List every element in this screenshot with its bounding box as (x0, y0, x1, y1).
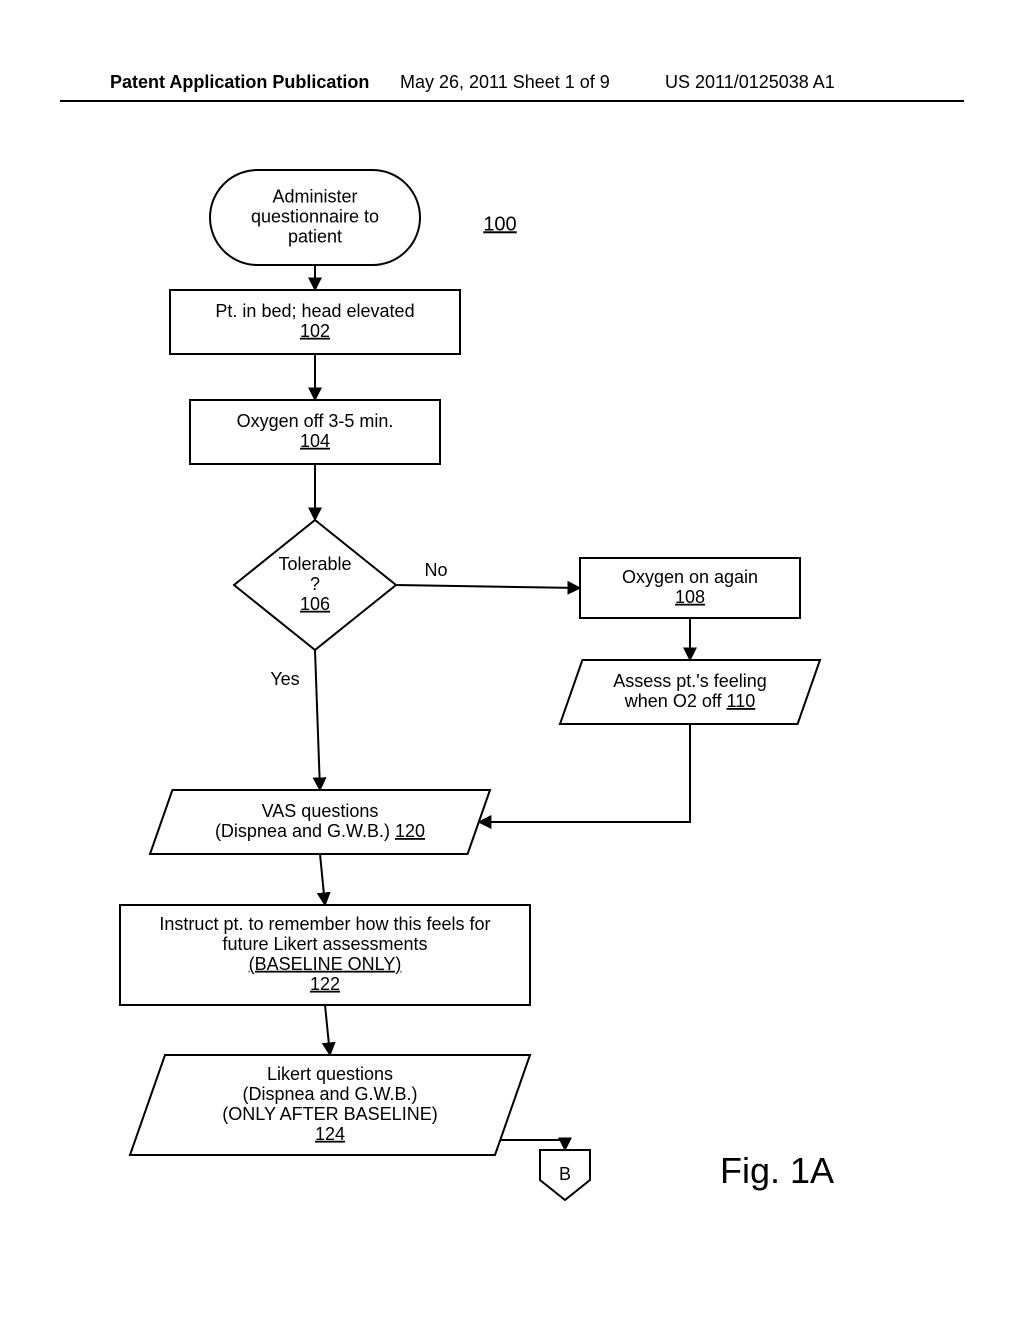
flowchart: Administerquestionnaire topatient Pt. in … (0, 0, 1024, 1320)
edge-n106-n108 (396, 585, 580, 588)
node-n122: Instruct pt. to remember how this feels … (120, 905, 530, 1005)
node-n124-ref: 124 (315, 1124, 345, 1144)
node-n108-ref: 108 (675, 587, 705, 607)
node-n102-ref: 102 (300, 321, 330, 341)
edge-n106-n120 (315, 650, 320, 790)
figure-ref-100: 100 (483, 213, 516, 235)
node-n104: Oxygen off 3-5 min.104 (190, 400, 440, 464)
node-n120: VAS questions(Dispnea and G.W.B.) 120 (150, 790, 490, 854)
node-n108-line0: Oxygen on again (622, 567, 758, 587)
node-start-line2: patient (288, 226, 342, 246)
node-n122-line0: Instruct pt. to remember how this feels … (159, 914, 490, 934)
node-n106-ref: 106 (300, 594, 330, 614)
node-n124-line0: Likert questions (267, 1064, 393, 1084)
edge-n120-n122 (320, 854, 325, 905)
edge-label-yes: Yes (270, 669, 299, 689)
figure-label: Fig. 1A (720, 1150, 834, 1192)
node-n110-line1: when O2 off 110 (624, 691, 755, 711)
node-start-line0: Administer (272, 186, 357, 206)
node-n120-line0: VAS questions (262, 801, 379, 821)
edge-n124-connB (500, 1140, 565, 1150)
node-n108: Oxygen on again108 (580, 558, 800, 618)
node-connB: B (540, 1150, 590, 1200)
node-n102: Pt. in bed; head elevated102 (170, 290, 460, 354)
node-n124-line1: (Dispnea and G.W.B.) (242, 1084, 417, 1104)
node-n110: Assess pt.'s feelingwhen O2 off 110 (560, 660, 820, 724)
node-n122-ref: 122 (310, 974, 340, 994)
edge-n110-n120 (479, 724, 690, 822)
node-n110-line0: Assess pt.'s feeling (613, 671, 767, 691)
node-connB-line0: B (559, 1164, 571, 1184)
node-n102-line0: Pt. in bed; head elevated (215, 301, 414, 321)
page: Patent Application Publication May 26, 2… (0, 0, 1024, 1320)
node-n104-ref: 104 (300, 431, 330, 451)
node-n124-line2: (ONLY AFTER BASELINE) (222, 1104, 437, 1124)
edge-label-no: No (424, 560, 447, 580)
node-start: Administerquestionnaire topatient (210, 170, 420, 265)
node-n120-line1: (Dispnea and G.W.B.) 120 (215, 821, 425, 841)
node-n106-line1: ? (310, 574, 320, 594)
node-n124: Likert questions(Dispnea and G.W.B.)(ONL… (130, 1055, 530, 1155)
node-start-line1: questionnaire to (251, 206, 379, 226)
node-n122-line2: (BASELINE ONLY) (249, 954, 402, 974)
node-n106: Tolerable?106 (234, 520, 396, 650)
node-n122-line1: future Likert assessments (222, 934, 427, 954)
edge-n122-n124 (325, 1005, 330, 1055)
node-n106-line0: Tolerable (278, 554, 351, 574)
node-n104-line0: Oxygen off 3-5 min. (237, 411, 394, 431)
